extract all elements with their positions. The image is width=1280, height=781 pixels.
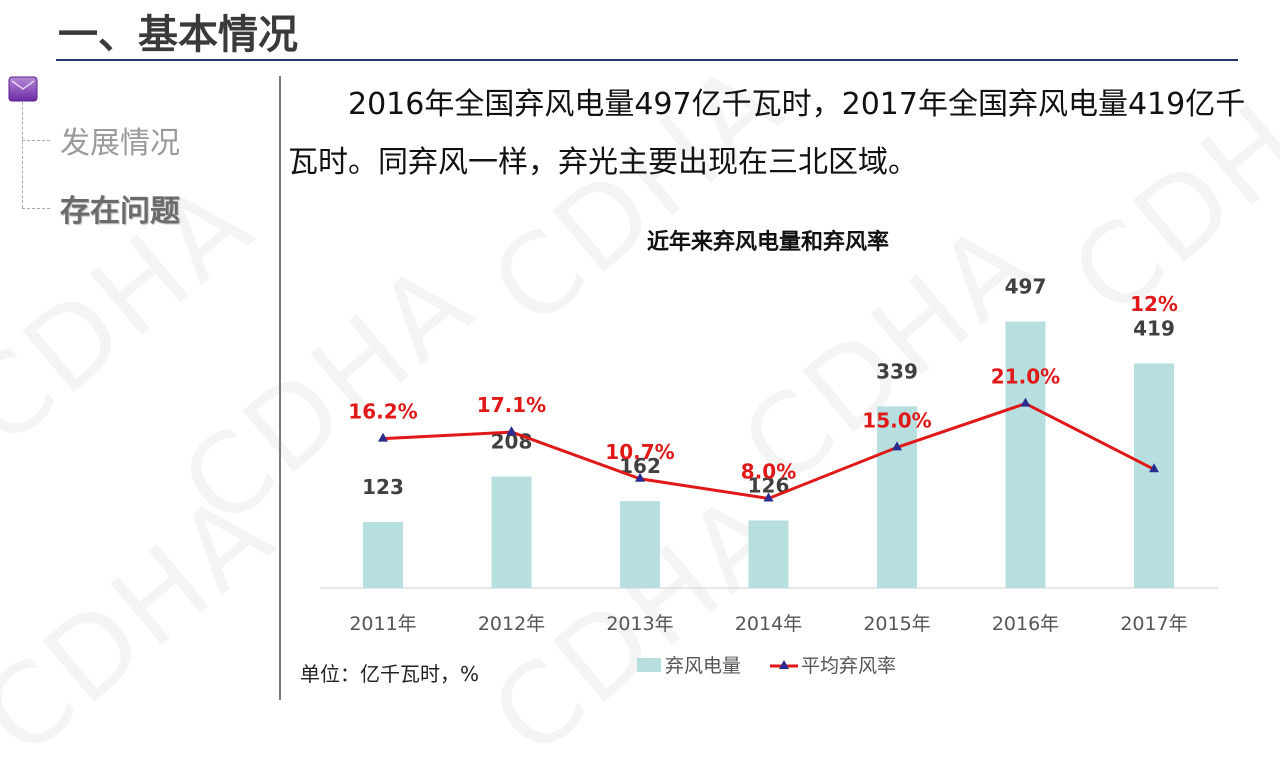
rate-value-label: 16.2% [348,400,417,424]
x-tick-label: 2013年 [606,613,673,635]
rate-value-label: 12% [1130,292,1178,316]
vertical-divider [279,76,281,700]
bar [491,476,532,588]
rate-value-label: 21.0% [991,365,1060,389]
rate-marker [378,432,388,442]
bar [1134,363,1174,588]
title-underline [56,59,1238,61]
rate-marker [506,426,517,436]
rate-marker [892,441,902,451]
watermark: CDHA [0,467,297,781]
rate-marker [1149,463,1159,473]
rate-value-label: 15.0% [862,408,931,432]
x-tick-label: 2016年 [992,613,1059,635]
bar [1005,321,1046,588]
x-tick-label: 2012年 [478,613,545,635]
chart-title: 近年来弃风电量和弃风率 [647,229,889,255]
rate-marker [635,472,645,482]
nav-connector [22,102,23,208]
bar [877,406,917,588]
bar [363,522,403,588]
bar-value-label: 419 [1133,316,1175,340]
rate-value-label: 8.0% [741,460,796,484]
page-title: 一、基本情况 [58,12,298,58]
sidebar-item-development[interactable]: 发展情况 [60,126,180,161]
rate-marker [763,492,774,502]
rate-value-label: 17.1% [477,393,546,417]
unit-note: 单位：亿千瓦时，% [300,662,480,686]
x-tick-label: 2017年 [1120,613,1187,635]
nav-connector [22,208,50,209]
x-tick-label: 2014年 [735,613,802,635]
bar [620,501,660,588]
x-tick-label: 2015年 [863,613,930,635]
x-tick-label: 2011年 [349,613,416,635]
summary-paragraph: 2016年全国弃风电量497亿千瓦时，2017年全国弃风电量419亿千瓦时。同弃… [288,87,1246,180]
section-marker-icon [8,76,38,102]
legend-marker-icon [779,660,789,669]
rate-marker [1020,397,1031,407]
legend-bar-label: 弃风电量 [665,655,741,677]
sidebar-item-problems[interactable]: 存在问题 [60,194,180,229]
legend-bar-swatch [637,658,661,672]
nav-connector [22,140,50,141]
bar-value-label: 497 [1005,275,1047,299]
rate-value-label: 10.7% [605,440,674,464]
legend-line-label: 平均弃风率 [801,655,896,677]
bar-value-label: 339 [876,359,918,383]
bar-value-label: 123 [362,475,404,499]
bar [748,520,789,588]
